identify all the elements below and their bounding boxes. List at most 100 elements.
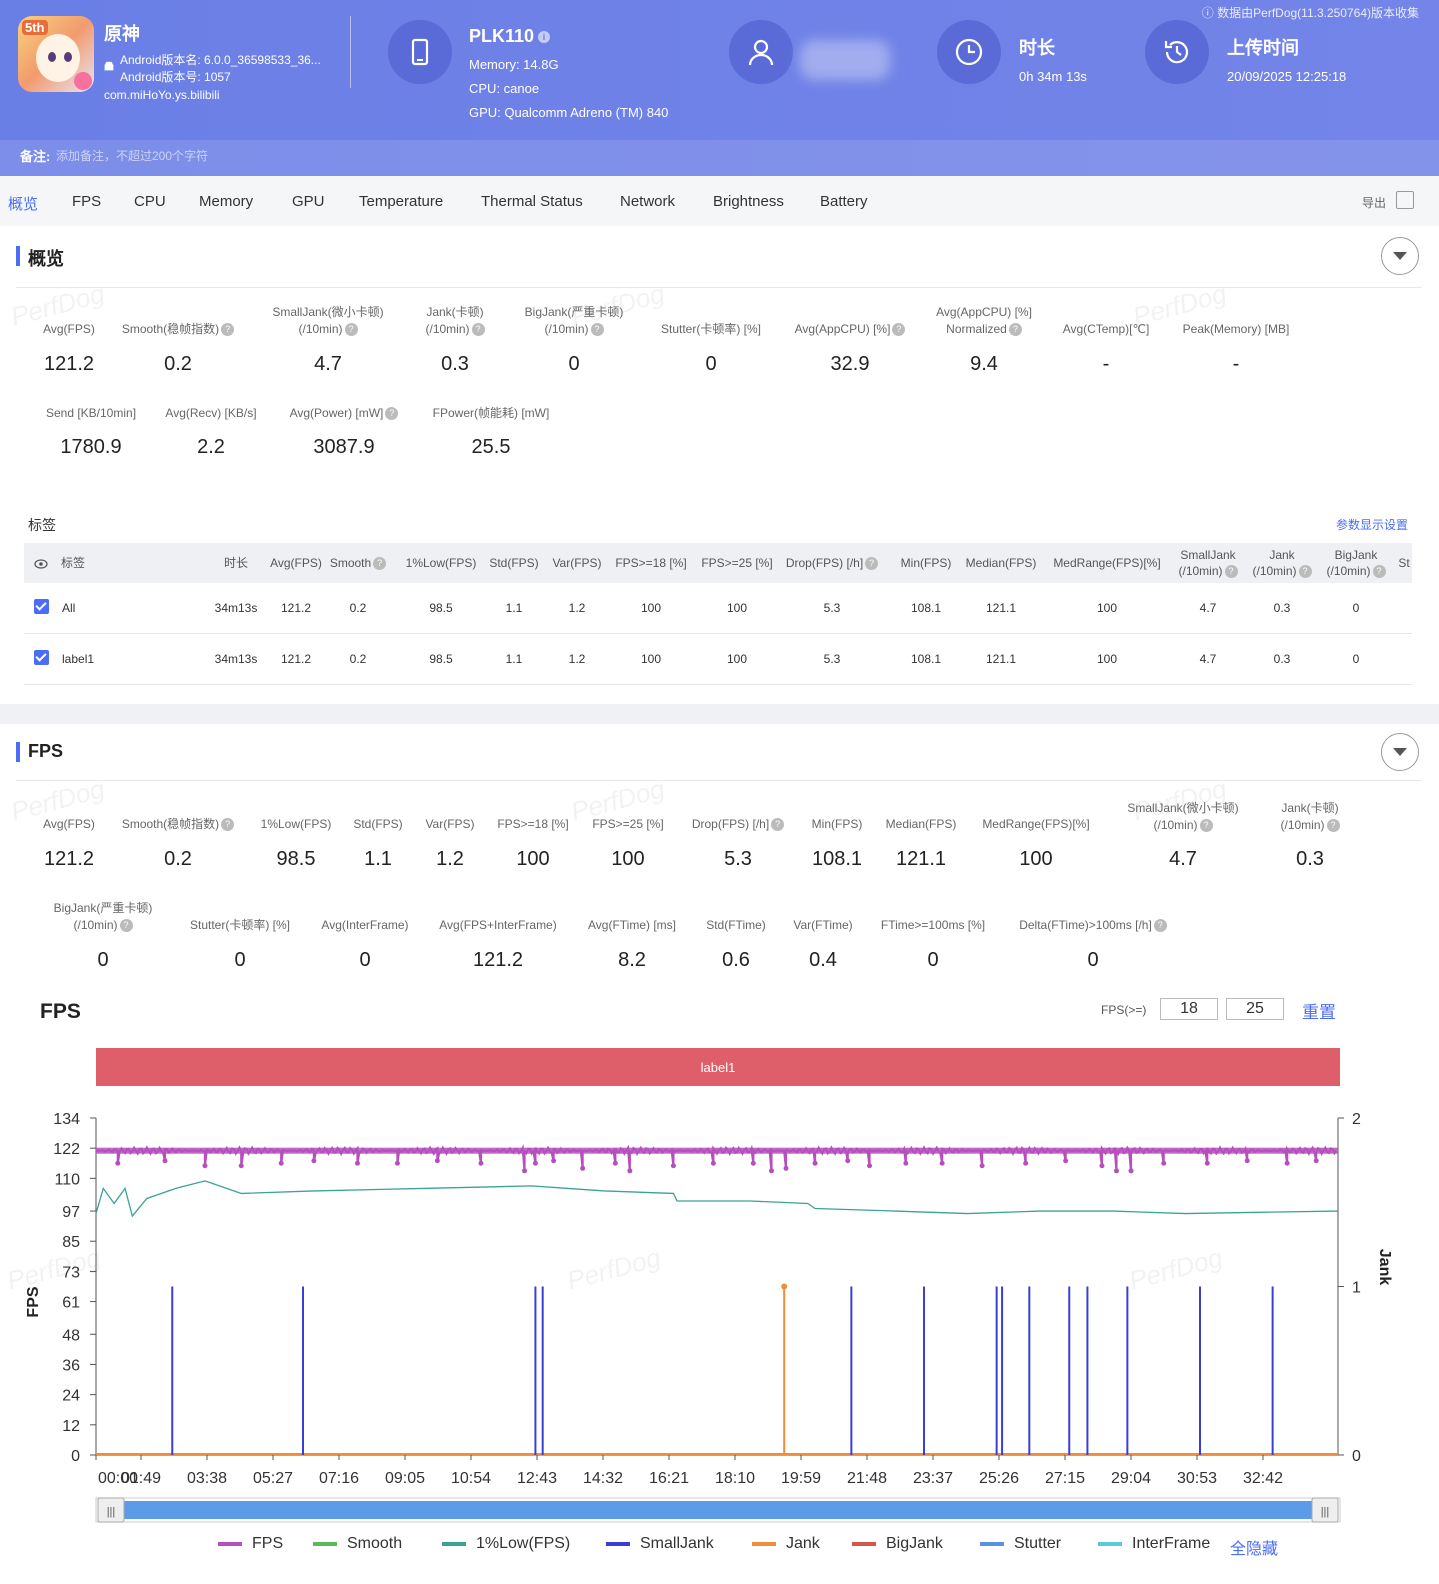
table-cell: 0.3	[1273, 601, 1291, 615]
help-icon[interactable]: ?	[1224, 565, 1238, 579]
fps-dip-point	[939, 1160, 945, 1166]
legend-swatch	[218, 1541, 242, 1546]
table-cell: 4.7	[1199, 652, 1217, 666]
fps-dip-point	[1099, 1163, 1105, 1169]
x-tick-label: 16:21	[649, 1470, 689, 1487]
metric-label: Smooth(稳帧指数)?	[88, 816, 268, 833]
table-cell: 100	[1096, 601, 1118, 615]
legend-swatch	[852, 1541, 876, 1546]
help-icon[interactable]: ?	[1199, 819, 1213, 833]
metric-value: 0.3	[1296, 848, 1324, 870]
table-header-cell: Jank (/10min)?	[1227, 547, 1337, 579]
fps-dip-point	[522, 1168, 528, 1174]
help-icon[interactable]: ?	[119, 919, 133, 933]
eye-icon[interactable]	[34, 558, 48, 570]
export-button[interactable]: 导出	[1362, 196, 1387, 210]
reset-button[interactable]: 重置	[1302, 1003, 1336, 1022]
help-icon[interactable]: ?	[1153, 919, 1167, 933]
zoom-handle-left	[97, 1497, 125, 1523]
help-icon[interactable]: ?	[590, 323, 604, 337]
metric-value: 121.2	[472, 949, 524, 971]
param-settings-link[interactable]: 参数显示设置	[1336, 518, 1409, 532]
tab-gpu[interactable]: GPU	[292, 193, 325, 210]
help-icon[interactable]: ?	[892, 323, 906, 337]
metric-value: 0.2	[164, 848, 192, 870]
table-cell: 100	[726, 652, 748, 666]
remark-input[interactable]: 添加备注，不超过200个字符	[56, 149, 209, 163]
help-icon[interactable]: ?	[373, 557, 387, 571]
x-tick-label: 27:15	[1045, 1470, 1085, 1487]
hide-all-button[interactable]: 全隐藏	[1230, 1541, 1279, 1558]
upload-title: 上传时间	[1227, 38, 1299, 58]
info-icon[interactable]: i	[538, 31, 551, 44]
table-cell: 0.2	[349, 652, 367, 666]
fps-dip-point	[580, 1165, 586, 1171]
help-icon[interactable]: ?	[1298, 565, 1312, 579]
tab-network[interactable]: Network	[620, 193, 676, 210]
metric-label: Avg(FPS)	[43, 817, 95, 831]
metric-label: FPS>=25 [%]	[592, 817, 664, 831]
table-cell: 98.5	[429, 601, 453, 615]
legend-swatch	[442, 1541, 466, 1546]
fps-threshold-input-1[interactable]	[1160, 998, 1218, 1020]
tab-cpu[interactable]: CPU	[134, 193, 166, 210]
tag-name-cell: All	[62, 601, 76, 615]
legend-item[interactable]: FPS	[218, 1535, 283, 1553]
help-icon[interactable]: ?	[471, 323, 485, 337]
help-icon[interactable]: ?	[1008, 323, 1022, 337]
table-header-cell: Var(FPS)	[552, 556, 602, 570]
table-cell: 1.2	[568, 652, 586, 666]
tab-overview[interactable]: 概览	[8, 196, 39, 213]
table-cell: 1.2	[568, 601, 586, 615]
y-tick-label: 0	[71, 1448, 80, 1465]
collapse-overview-button[interactable]	[1381, 237, 1419, 275]
export-icon[interactable]	[1396, 191, 1414, 209]
help-icon[interactable]: ?	[1326, 819, 1340, 833]
metric-value: -	[1232, 353, 1240, 375]
fps-threshold-input-2[interactable]	[1226, 998, 1284, 1020]
metric-label: Drop(FPS) [/h]?	[648, 816, 828, 833]
tab-fps[interactable]: FPS	[72, 193, 102, 210]
legend-item[interactable]: Jank	[752, 1535, 820, 1553]
help-icon[interactable]: ?	[865, 557, 879, 571]
collapse-fps-button[interactable]	[1381, 733, 1419, 771]
table-cell: 0.3	[1273, 652, 1291, 666]
tab-temperature[interactable]: Temperature	[359, 193, 444, 210]
x-tick-label: 12:43	[517, 1470, 557, 1487]
row-checkbox[interactable]	[34, 650, 49, 665]
metric-value: 1.1	[364, 848, 392, 870]
app-header: ⓘ 数据由PerfDog(11.3.250764)版本收集 5th 原神 And…	[0, 0, 1439, 176]
fps-dip-point	[1063, 1158, 1069, 1164]
table-header-cell: 1%Low(FPS)	[405, 556, 477, 570]
help-icon[interactable]: ?	[771, 818, 785, 832]
table-header-cell: Avg(FPS)	[270, 556, 322, 570]
tab-battery[interactable]: Battery	[820, 193, 868, 210]
x-tick-label: 29:04	[1111, 1470, 1151, 1487]
help-icon[interactable]: ?	[221, 818, 235, 832]
metric-label: BigJank(严重卡顿) (/10min)?	[53, 901, 153, 933]
tab-memory[interactable]: Memory	[199, 193, 254, 210]
legend-item[interactable]: SmallJank	[606, 1535, 714, 1553]
tab-thermal-status[interactable]: Thermal Status	[481, 193, 583, 210]
legend-item[interactable]: Stutter	[980, 1535, 1061, 1553]
fps-dip-point	[434, 1158, 440, 1164]
tab-brightness[interactable]: Brightness	[713, 193, 784, 210]
row-checkbox[interactable]	[34, 599, 49, 614]
fps-dip-point	[551, 1158, 557, 1164]
fps-chart[interactable]: label1 134 122 110 97 85 73 61 48 36 24 12 0 2 1 0 FPS Ja…	[0, 1040, 1439, 1530]
help-icon[interactable]: ?	[221, 323, 235, 337]
history-icon	[1145, 20, 1209, 84]
help-icon[interactable]: ?	[344, 323, 358, 337]
metric-value: 1780.9	[60, 436, 122, 458]
x-tick-label: 00:00	[98, 1470, 138, 1487]
legend-item[interactable]: Smooth	[313, 1535, 402, 1553]
table-cell: 1.1	[505, 601, 523, 615]
legend-item[interactable]: 1%Low(FPS)	[442, 1535, 570, 1553]
fps-dip-point	[311, 1158, 317, 1164]
help-icon[interactable]: ?	[385, 407, 399, 421]
legend-item[interactable]: InterFrame	[1098, 1535, 1210, 1553]
help-icon[interactable]: ?	[1372, 565, 1386, 579]
legend-item[interactable]: BigJank	[852, 1535, 943, 1553]
row-divider	[24, 633, 1412, 634]
table-header-cell: Drop(FPS) [/h]?	[777, 555, 887, 571]
